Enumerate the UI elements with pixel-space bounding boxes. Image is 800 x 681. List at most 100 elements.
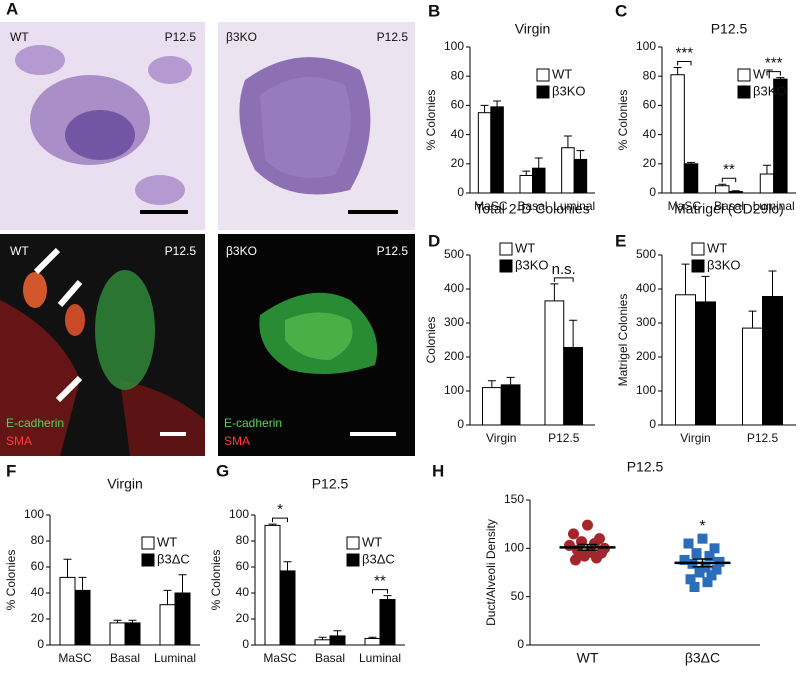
panel-letter: C (615, 1, 627, 20)
error-bar (318, 636, 327, 640)
bar (364, 638, 381, 646)
x-tick-label: Luminal (753, 199, 795, 213)
data-point (591, 552, 602, 564)
significance-bracket (372, 589, 388, 594)
bar (728, 191, 743, 194)
x-tick-label: Basal (110, 651, 140, 665)
data-point (702, 577, 713, 588)
significance-label: *** (676, 44, 694, 61)
image-label: β3KO (226, 244, 257, 258)
legend-swatch (499, 242, 513, 256)
error-bar (113, 619, 122, 623)
error-bar (673, 66, 682, 75)
y-tick-label: 100 (504, 541, 524, 555)
image-label: P12.5 (165, 30, 197, 44)
y-tick-label: 0 (37, 637, 44, 651)
significance-label: ** (374, 573, 386, 590)
data-point (706, 570, 717, 581)
x-tick-label: Luminal (553, 199, 595, 213)
error-bar (748, 310, 757, 329)
panel-letter: F (6, 461, 16, 480)
error-bar (128, 619, 137, 623)
error-bar (687, 161, 696, 164)
data-point (700, 562, 711, 573)
data-point (679, 554, 690, 565)
bar (477, 112, 492, 194)
image-label: P12.5 (377, 244, 409, 258)
bar (675, 294, 696, 426)
y-tick-label: 50 (511, 589, 525, 603)
bar (500, 384, 521, 426)
error-bar (731, 190, 740, 192)
data-point (694, 567, 705, 578)
chart-title: P12.5 (627, 459, 664, 475)
significance-label: *** (765, 55, 783, 72)
error-bar (762, 164, 771, 175)
image-label: P12.5 (165, 244, 197, 258)
bar (59, 576, 76, 646)
legend-label: β3KO (753, 83, 787, 98)
bar (563, 346, 583, 426)
x-tick-label: Basal (714, 199, 744, 213)
y-tick-label: 40 (236, 585, 250, 599)
error-bar (333, 630, 342, 636)
y-tick-label: 0 (457, 417, 464, 431)
bar (490, 106, 504, 194)
y-tick-label: 200 (444, 349, 464, 363)
bar (379, 599, 396, 646)
y-tick-label: 80 (643, 68, 657, 82)
y-axis-label: % Colonies (616, 90, 630, 151)
data-point (697, 533, 708, 544)
x-tick-label: Luminal (359, 651, 401, 665)
chart-title: Virgin (107, 476, 143, 492)
y-axis-label: Colonies (424, 317, 438, 364)
x-tick-label: MaSC (474, 199, 508, 213)
chart-title: Matrigel (CD29lo) (674, 201, 784, 217)
legend-swatch (346, 536, 360, 550)
y-tick-label: 400 (636, 281, 656, 295)
data-point (582, 519, 593, 531)
x-tick-label: Virgin (680, 431, 710, 445)
y-tick-label: 60 (31, 559, 45, 573)
legend-swatch (691, 259, 705, 273)
stain-label: E-cadherin (224, 416, 282, 430)
y-tick-label: 20 (643, 156, 657, 170)
legend-label: β3ΔC (362, 551, 395, 566)
significance-label: ** (723, 161, 735, 178)
error-bar (692, 558, 713, 568)
bar (174, 592, 191, 646)
error-bar (718, 183, 727, 186)
image-label: P12.5 (377, 30, 409, 44)
error-bar (383, 595, 392, 600)
x-tick-label: Basal (315, 651, 345, 665)
error-bar (681, 263, 690, 295)
legend-swatch (536, 68, 550, 82)
significance-label: n.s. (552, 261, 576, 278)
legend-swatch (499, 259, 513, 273)
error-bar (506, 376, 515, 385)
y-axis-label: % Colonies (209, 550, 223, 611)
legend-swatch (536, 85, 550, 99)
y-tick-label: 60 (451, 98, 465, 112)
legend-swatch (141, 536, 155, 550)
y-tick-label: 100 (636, 383, 656, 397)
error-bar (487, 380, 496, 388)
data-point (579, 550, 590, 562)
data-point (711, 564, 722, 575)
error-bar (534, 157, 543, 169)
x-tick-label: P12.5 (747, 431, 779, 445)
bar (715, 185, 730, 194)
panel-letter: B (428, 1, 440, 20)
legend-label: β3KO (552, 83, 586, 98)
x-tick-label: Luminal (154, 651, 196, 665)
legend-label: β3ΔC (157, 551, 190, 566)
panel-letter: A (6, 0, 18, 18)
y-tick-label: 80 (236, 533, 250, 547)
micrograph: WT P12.5 E-cadherin SMA (0, 234, 205, 456)
y-tick-label: 100 (636, 39, 656, 53)
x-tick-label: P12.5 (548, 431, 580, 445)
error-bar (268, 523, 277, 526)
x-tick-label: Virgin (486, 431, 516, 445)
y-axis-label: % Colonies (4, 550, 18, 611)
